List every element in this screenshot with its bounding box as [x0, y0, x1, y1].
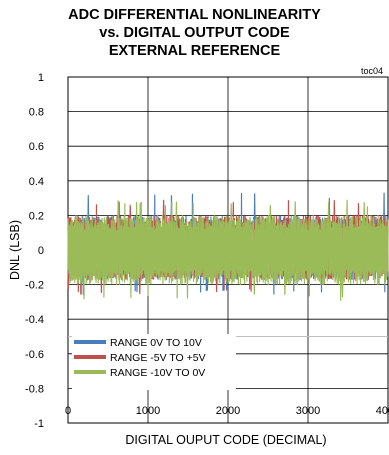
y-axis-label: DNL (LSB) [8, 220, 22, 280]
y-tick-label: -0.8 [25, 383, 44, 395]
y-tick-label: 0 [38, 245, 44, 257]
legend-label: RANGE -10V TO 0V [110, 367, 205, 379]
y-tick-label: -0.4 [25, 314, 44, 326]
chart-title-line-3: EXTERNAL REFERENCE [108, 43, 281, 59]
chart-title-line-2: vs. DIGITAL OUTPUT CODE [99, 25, 290, 41]
y-tick-label: 0.6 [29, 141, 44, 153]
y-tick-label: 0.4 [29, 176, 44, 188]
legend-label: RANGE 0V TO 10V [110, 337, 202, 349]
legend: RANGE 0V TO 10V RANGE -5V TO +5V RANGE -10… [72, 334, 236, 390]
y-tick-labels: 1 0.8 0.6 0.4 0.2 0 -0.2 -0.4 -0.6 -0.8 -1 [25, 72, 44, 430]
x-tick-label: 3000 [296, 405, 320, 417]
y-tick-label: 0.2 [29, 210, 44, 222]
x-tick-labels: 0 1000 2000 3000 4000 [65, 405, 389, 417]
y-tick-label: 0.8 [29, 107, 44, 119]
y-tick-label: -0.2 [25, 280, 44, 292]
y-tick-label: -0.6 [25, 349, 44, 361]
x-axis-label: DIGITAL OUPUT CODE (DECIMAL) [125, 433, 326, 447]
series-layer [67, 192, 389, 301]
figure-code-annotation: toc04 [361, 66, 383, 76]
x-tick-label: 4000 [376, 405, 389, 417]
x-tick-label: 2000 [216, 405, 240, 417]
x-tick-label: 0 [65, 405, 71, 417]
y-tick-label: -1 [34, 418, 44, 430]
chart-title-line-1: ADC DIFFERENTIAL NONLINEARITY [68, 7, 321, 23]
x-tick-label: 1000 [136, 405, 160, 417]
legend-label: RANGE -5V TO +5V [110, 352, 206, 364]
y-tick-label: 1 [38, 72, 44, 84]
series-line-2 [67, 199, 389, 301]
